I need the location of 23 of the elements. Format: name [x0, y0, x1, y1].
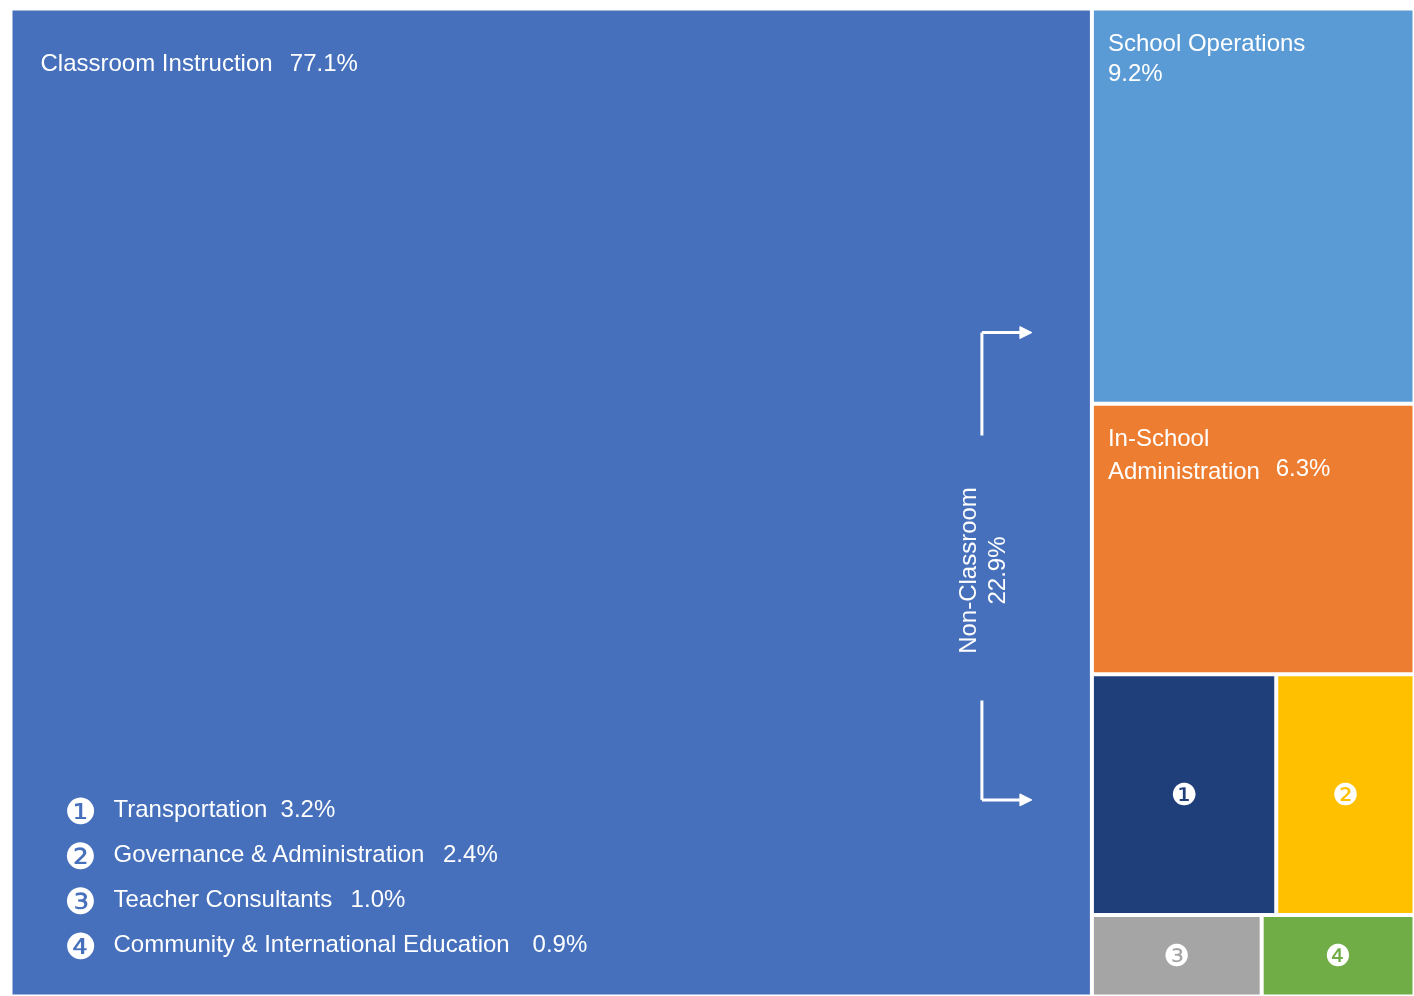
data-label: 9.2%	[1107, 58, 1163, 86]
category-label: School Operations	[1107, 28, 1306, 56]
category-label: Governance & Administration	[113, 840, 425, 867]
category-label: Community & International Education	[113, 930, 510, 957]
data-label: 0.9%	[532, 930, 588, 957]
text: ❹	[1324, 938, 1352, 974]
category-label: Teacher Consultants	[113, 885, 333, 912]
data-label: 3.2%	[280, 795, 336, 822]
category-label: Transportation	[113, 795, 268, 822]
data-label: 1.0%	[350, 885, 406, 912]
data-label: 2.4%	[443, 840, 498, 867]
text: ❸	[64, 881, 97, 922]
text: ❶	[64, 791, 97, 832]
text: ❷	[64, 836, 97, 877]
data-label: 6.3%	[1275, 453, 1331, 481]
data-label: 77.1%	[289, 48, 358, 76]
category-label: In-School Administration	[1107, 423, 1260, 485]
text: ❷	[1331, 777, 1359, 813]
text: ❶	[1170, 777, 1198, 813]
text: ❸	[1163, 938, 1191, 974]
text: ❹	[64, 926, 97, 967]
text: Non-Classroom 22.9%	[953, 487, 1011, 654]
category-label: Classroom Instruction	[40, 48, 273, 76]
